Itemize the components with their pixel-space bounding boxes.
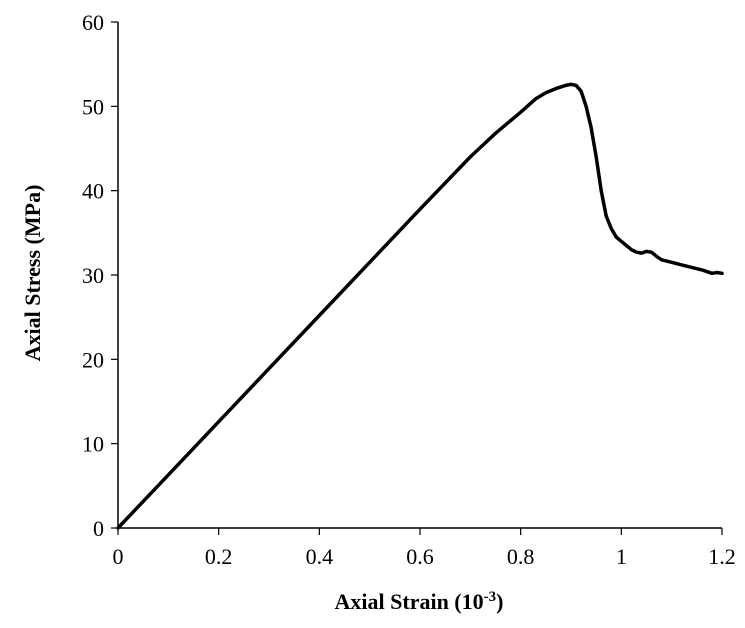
x-axis-title-main: Axial Strain (10 [335, 589, 484, 614]
y-tick-label: 40 [82, 179, 104, 204]
y-axis-title: Axial Stress (MPa) [20, 185, 45, 362]
x-axis-title-superscript: -3 [484, 589, 497, 605]
x-tick-label: 0.4 [306, 544, 334, 569]
y-tick-label: 50 [82, 94, 104, 119]
y-tick-label: 60 [82, 10, 104, 35]
y-tick-label: 20 [82, 347, 104, 372]
x-tick-label: 1.2 [708, 544, 736, 569]
y-tick-label: 30 [82, 263, 104, 288]
x-tick-label: 0.2 [205, 544, 233, 569]
x-ticks: 0 0.2 0.4 0.6 0.8 1 1.2 [113, 528, 736, 569]
series-line [116, 82, 724, 530]
x-tick-label: 0.8 [507, 544, 535, 569]
x-tick-label: 1 [616, 544, 627, 569]
y-tick-label: 0 [93, 516, 104, 541]
x-tick-label: 0.6 [406, 544, 434, 569]
x-tick-label: 0 [113, 544, 124, 569]
x-axis-title: Axial Strain (10-3) [335, 589, 504, 614]
y-ticks: 0 10 20 30 40 50 60 [82, 10, 118, 541]
y-tick-label: 10 [82, 432, 104, 457]
axes [117, 22, 722, 529]
x-axis-title-suffix: ) [496, 589, 503, 614]
